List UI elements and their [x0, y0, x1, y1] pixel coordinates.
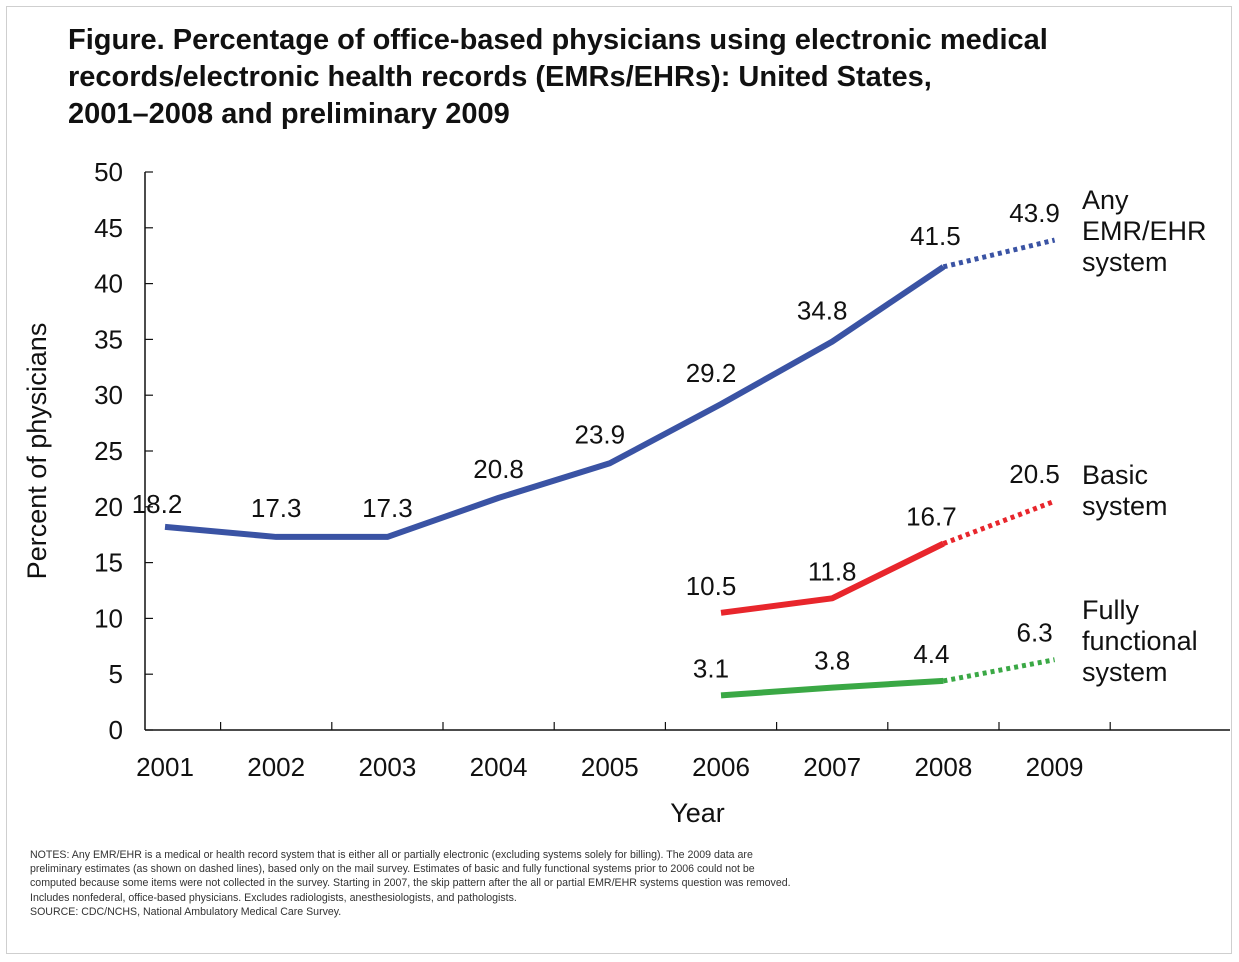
- x-tick-label: 2005: [581, 752, 639, 782]
- legend-entry: functional: [1082, 626, 1198, 656]
- x-tick-label: 2007: [803, 752, 861, 782]
- x-tick-label: 2004: [470, 752, 528, 782]
- x-tick-label: 2009: [1026, 752, 1084, 782]
- notes-line: Includes nonfederal, office-based physic…: [30, 891, 517, 904]
- legend-entry: EMR/EHR: [1082, 216, 1207, 246]
- data-label: 17.3: [362, 493, 413, 523]
- x-tick-label: 2006: [692, 752, 750, 782]
- data-label: 43.9: [1009, 198, 1060, 228]
- chart-title-line: 2001–2008 and preliminary 2009: [68, 98, 510, 130]
- data-label: 18.2: [132, 489, 183, 519]
- chart-title-line: records/electronic health records (EMRs/…: [68, 61, 932, 93]
- x-axis-title: Year: [670, 798, 725, 828]
- y-tick-label: 35: [94, 324, 123, 354]
- data-label: 10.5: [686, 571, 737, 601]
- data-label: 34.8: [797, 296, 848, 326]
- chart-title: Figure. Percentage of office-based physi…: [68, 22, 1228, 133]
- series-line: [720, 540, 945, 616]
- legend-entry: Basic: [1082, 460, 1148, 490]
- y-tick-label: 0: [109, 715, 123, 745]
- source-line: SOURCE: CDC/NCHS, National Ambulatory Me…: [30, 905, 342, 918]
- chart-title-line: Figure. Percentage of office-based physi…: [68, 24, 1048, 56]
- x-tick-label: 2008: [914, 752, 972, 782]
- y-tick-label: 15: [94, 548, 123, 578]
- y-axis-title: Percent of physicians: [22, 323, 52, 580]
- legend-entry: system: [1082, 247, 1168, 277]
- data-label: 20.5: [1009, 459, 1060, 489]
- y-tick-label: 5: [109, 659, 123, 689]
- series-line-preliminary: [942, 237, 1056, 270]
- y-tick-label: 40: [94, 269, 123, 299]
- data-label: 11.8: [808, 556, 857, 586]
- data-label: 4.4: [913, 639, 949, 669]
- data-label: 6.3: [1017, 618, 1053, 648]
- y-tick-label: 30: [94, 380, 123, 410]
- data-label: 29.2: [686, 358, 737, 388]
- data-label: 16.7: [906, 502, 957, 532]
- y-tick-label: 45: [94, 213, 123, 243]
- series-line-preliminary: [942, 657, 1056, 684]
- data-label: 41.5: [910, 221, 961, 251]
- x-tick-label: 2001: [136, 752, 194, 782]
- y-tick-label: 25: [94, 436, 123, 466]
- y-tick-label: 20: [94, 492, 123, 522]
- data-label: 20.8: [473, 454, 524, 484]
- series-line: [720, 677, 944, 699]
- y-tick-label: 50: [94, 157, 123, 187]
- data-label: 17.3: [251, 493, 302, 523]
- x-tick-label: 2003: [358, 752, 416, 782]
- data-label: 3.1: [693, 653, 729, 683]
- notes-line: computed because some items were not col…: [30, 877, 791, 890]
- y-tick-label: 10: [94, 603, 123, 633]
- x-tick-label: 2002: [247, 752, 305, 782]
- series-line: [164, 264, 946, 540]
- line-chart: 0 5 10 15 20 25 30 35 40 45 50 2001 2002 2003 2004 2005…: [22, 157, 1230, 828]
- notes-line: NOTES: Any EMR/EHR is a medical or healt…: [30, 849, 753, 861]
- notes-line: preliminary estimates (as shown on dashe…: [30, 863, 755, 876]
- notes-block: NOTES: Any EMR/EHR is a medical or healt…: [30, 848, 1230, 919]
- legend-entry: Fully: [1082, 595, 1140, 625]
- data-label: 23.9: [574, 419, 625, 449]
- legend-entry: system: [1082, 491, 1168, 521]
- data-label: 3.8: [814, 646, 850, 676]
- series-line-preliminary: [942, 498, 1056, 546]
- legend-entry: system: [1082, 657, 1168, 687]
- legend-entry: Any: [1082, 185, 1129, 215]
- figure-frame: [6, 6, 1232, 954]
